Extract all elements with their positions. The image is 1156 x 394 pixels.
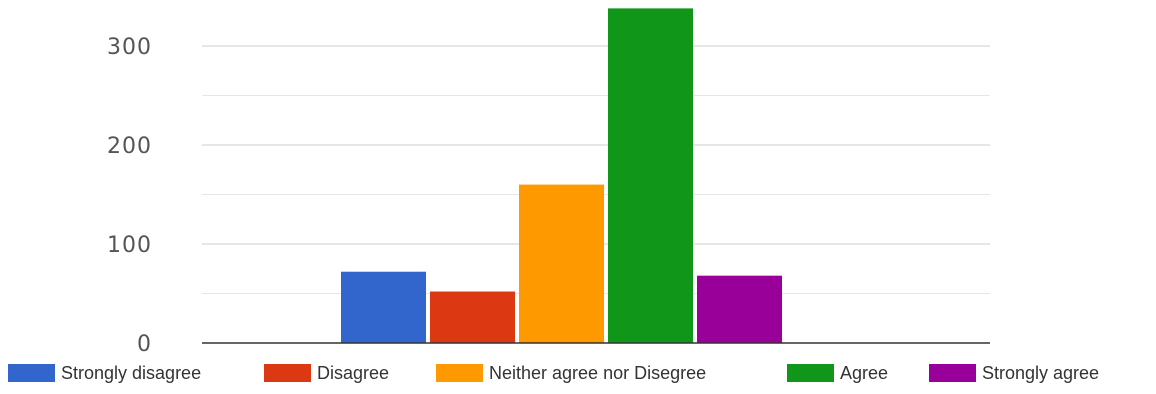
y-axis-ticks: 0 100 200 300 <box>107 35 152 357</box>
legend-label: Agree <box>840 363 888 383</box>
legend-label: Neither agree nor Disegree <box>489 363 706 383</box>
bar-agree <box>608 8 693 343</box>
legend-item: Neither agree nor Disegree <box>436 363 706 383</box>
gridlines <box>202 45 990 294</box>
legend-item: Agree <box>787 363 888 383</box>
y-tick-label: 100 <box>107 233 152 258</box>
legend-swatch <box>929 364 976 382</box>
y-tick-label: 0 <box>137 332 152 357</box>
bar-neither-agree-nor-disegree <box>519 184 604 343</box>
legend-swatch <box>787 364 834 382</box>
bar-strongly-agree <box>697 275 782 343</box>
legend-swatch <box>436 364 483 382</box>
legend-item: Strongly disagree <box>8 363 201 383</box>
legend-item: Strongly agree <box>929 363 1099 383</box>
legend-swatch <box>8 364 55 382</box>
y-tick-label: 300 <box>107 35 152 60</box>
y-tick-label: 200 <box>107 134 152 159</box>
legend: Strongly disagree Disagree Neither agree n… <box>8 363 1099 383</box>
legend-label: Disagree <box>317 363 389 383</box>
bar-disagree <box>430 291 515 343</box>
legend-label: Strongly disagree <box>61 363 201 383</box>
legend-item: Disagree <box>264 363 389 383</box>
bar-strongly-disagree <box>341 271 426 343</box>
legend-label: Strongly agree <box>982 363 1099 383</box>
legend-swatch <box>264 364 311 382</box>
bars <box>341 8 782 343</box>
